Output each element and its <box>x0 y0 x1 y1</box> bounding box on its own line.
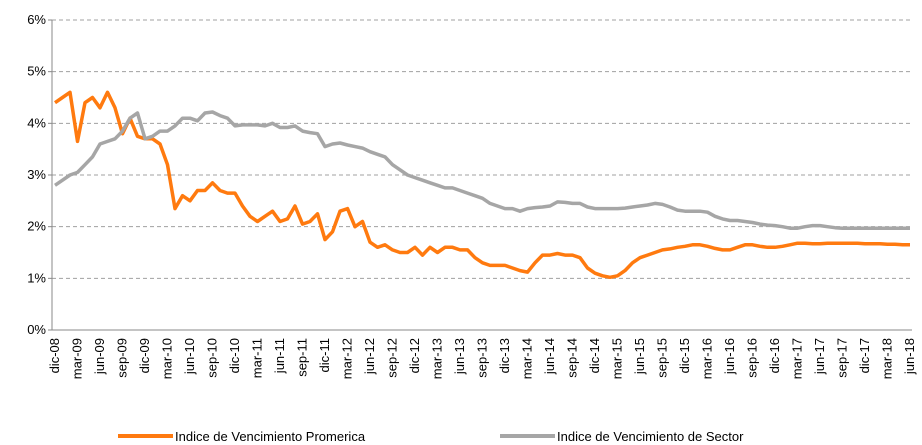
x-tick-label: mar-17 <box>790 338 805 379</box>
x-tick-label: sep-09 <box>115 338 130 378</box>
x-tick-label: sep-17 <box>835 338 850 378</box>
x-tick-label: mar-12 <box>340 338 355 379</box>
x-tick-label: jun-13 <box>452 338 467 375</box>
x-tick-label: mar-13 <box>430 338 445 379</box>
x-tick-label: mar-15 <box>610 338 625 379</box>
x-tick-label: mar-14 <box>520 338 535 379</box>
x-tick-label: jun-14 <box>542 338 557 375</box>
y-tick-label: 3% <box>27 167 46 182</box>
x-tick-label: dic-10 <box>227 338 242 373</box>
x-tick-label: sep-15 <box>655 338 670 378</box>
x-tick-label: dic-17 <box>857 338 872 373</box>
x-tick-label: dic-11 <box>317 338 332 372</box>
x-tick-label: dic-13 <box>497 338 512 373</box>
y-tick-label: 0% <box>27 322 46 337</box>
legend-label: Indice de Vencimiento Promerica <box>175 429 366 444</box>
x-tick-label: jun-12 <box>362 338 377 375</box>
x-tick-label: mar-18 <box>880 338 895 379</box>
x-tick-label: dic-15 <box>677 338 692 373</box>
x-tick-label: jun-09 <box>92 338 107 375</box>
x-tick-label: dic-14 <box>587 338 602 373</box>
x-tick-label: jun-11 <box>272 338 287 374</box>
x-tick-label: sep-12 <box>385 338 400 378</box>
legend-label: Indice de Vencimiento de Sector <box>557 429 744 444</box>
y-tick-label: 4% <box>27 115 46 130</box>
x-tick-label: jun-16 <box>722 338 737 375</box>
y-tick-label: 5% <box>27 64 46 79</box>
x-tick-label: jun-18 <box>902 338 917 375</box>
y-tick-label: 2% <box>27 219 46 234</box>
x-tick-label: mar-10 <box>160 338 175 379</box>
x-tick-label: dic-16 <box>767 338 782 373</box>
x-tick-label: sep-14 <box>565 338 580 378</box>
x-tick-label: sep-13 <box>475 338 490 378</box>
x-tick-label: dic-08 <box>47 338 62 373</box>
x-tick-label: jun-15 <box>632 338 647 375</box>
x-tick-label: mar-11 <box>250 338 265 378</box>
x-tick-label: jun-10 <box>182 338 197 375</box>
x-tick-label: sep-10 <box>205 338 220 378</box>
y-tick-label: 6% <box>27 12 46 27</box>
x-tick-label: jun-17 <box>812 338 827 375</box>
x-tick-label: dic-12 <box>407 338 422 373</box>
series-line <box>54 90 910 280</box>
x-tick-label: sep-11 <box>295 338 310 377</box>
x-tick-label: sep-16 <box>745 338 760 378</box>
x-tick-label: mar-16 <box>700 338 715 379</box>
y-tick-label: 1% <box>27 270 46 285</box>
series-line <box>54 110 910 230</box>
x-tick-label: dic-09 <box>137 338 152 373</box>
x-tick-label: mar-09 <box>70 338 85 379</box>
